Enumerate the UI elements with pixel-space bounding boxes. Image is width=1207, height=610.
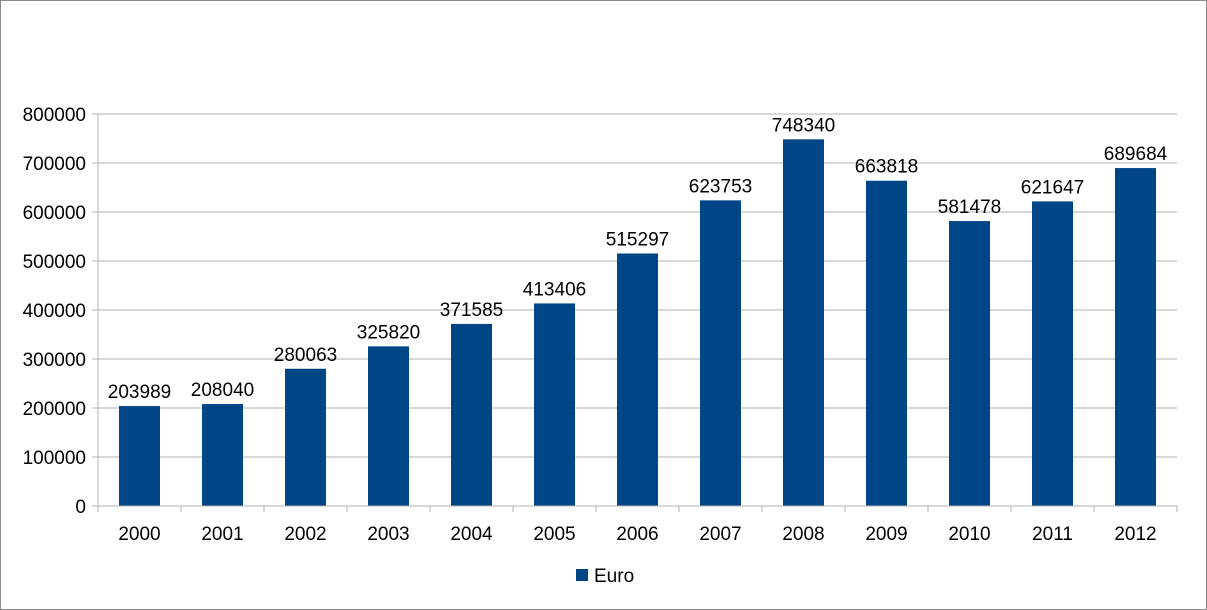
x-tick-label-2000: 2000: [118, 524, 160, 545]
y-tick-label: 500000: [23, 252, 86, 273]
x-tick-label-2006: 2006: [616, 524, 658, 545]
bar-2004: [451, 323, 492, 506]
x-tick-label-2010: 2010: [948, 524, 990, 545]
bar-2005: [534, 303, 575, 506]
data-label-2001: 208040: [191, 380, 254, 401]
y-tick-label: 800000: [23, 105, 86, 126]
x-tick-label-2012: 2012: [1114, 524, 1156, 545]
axes: [92, 113, 1178, 512]
bar-2008: [783, 139, 824, 506]
y-tick-label: 600000: [23, 203, 86, 224]
y-tick-label: 100000: [23, 448, 86, 469]
data-labels: 203989 208040 280063 325820 371585 413406 5152…: [108, 115, 1168, 403]
bar-2002: [285, 368, 326, 506]
x-tick-label-2011: 2011: [1032, 524, 1073, 545]
data-label-2000: 203989: [108, 382, 171, 403]
y-tick-label: 300000: [23, 350, 86, 371]
y-tick-labels: 0 100000 200000 300000 400000 500000 600000 700…: [23, 105, 86, 518]
data-label-2010: 581478: [938, 197, 1001, 218]
y-tick-label: 700000: [23, 154, 86, 175]
bar-2010: [949, 221, 990, 506]
legend-label-euro: Euro: [594, 566, 634, 587]
data-label-2011: 621647: [1021, 177, 1084, 198]
x-tick-label-2003: 2003: [367, 524, 409, 545]
data-label-2005: 413406: [523, 279, 586, 300]
legend-swatch-euro: [576, 569, 588, 581]
x-tick-label-2005: 2005: [533, 524, 575, 545]
bar-2012: [1115, 168, 1156, 506]
data-label-2002: 280063: [274, 345, 337, 366]
x-tick-label-2008: 2008: [782, 524, 824, 545]
legend: Euro: [576, 566, 634, 587]
x-tick-label-2009: 2009: [865, 524, 907, 545]
bar-2000: [119, 406, 160, 506]
bar-2007: [700, 200, 741, 506]
bar-2006: [617, 253, 658, 506]
bar-2001: [202, 404, 243, 506]
data-label-2003: 325820: [357, 322, 420, 343]
y-tick-label: 200000: [23, 399, 86, 420]
data-label-2007: 623753: [689, 176, 752, 197]
x-tick-label-2002: 2002: [284, 524, 326, 545]
x-tick-label-2004: 2004: [450, 524, 493, 545]
y-tick-label: 400000: [23, 301, 86, 322]
x-tick-label-2007: 2007: [699, 524, 741, 545]
data-label-2006: 515297: [606, 230, 669, 251]
bar-2009: [866, 180, 907, 506]
data-label-2009: 663818: [855, 157, 918, 178]
x-tick-label-2001: 2001: [201, 524, 243, 545]
bar-2003: [368, 346, 409, 506]
data-label-2004: 371585: [440, 300, 503, 321]
data-label-2012: 689684: [1104, 144, 1168, 165]
y-tick-label: 0: [75, 497, 86, 518]
bar-2011: [1032, 201, 1073, 506]
bars: [119, 139, 1156, 506]
x-tick-labels: 2000 2001 2002 2003 2004 2005 2006 2007 2008 2009…: [118, 524, 1156, 545]
data-label-2008: 748340: [772, 115, 835, 136]
